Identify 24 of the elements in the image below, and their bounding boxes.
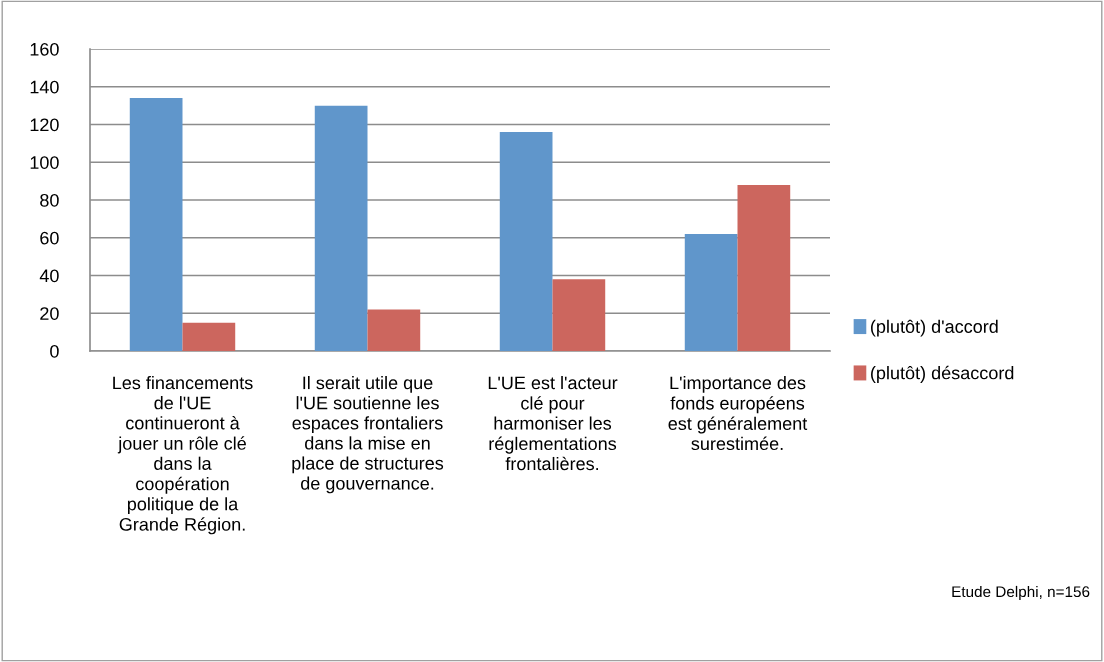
y-tick-label: 160 [30,42,59,56]
x-tick-label: Il serait utile que l'UE soutienne les espaces frontaliers dans la mise en place de structures de gouvernance. [292,376,444,494]
y-tick-label: 140 [30,80,59,94]
y-tick-label: 120 [30,118,59,132]
bar [367,309,421,351]
y-tick-label: 20 [40,307,59,320]
y-tick-label: 40 [39,269,59,283]
bar [314,105,368,351]
bar [552,279,606,351]
legend-label: (plutôt) désaccord [871,365,1014,383]
y-tick-label: 0 [50,344,59,358]
y-tick-label: 60 [40,231,59,245]
bar [737,184,791,351]
x-tick-label: Les financements de l'UE continueront à jouer un rôle clé dans la coopération politique de la Grande Région. [113,376,253,535]
bar [129,98,183,351]
x-tick-label: L'importance des fonds européens est généralement surestimée. [668,376,808,451]
legend-label: (plutôt) d'accord [871,319,998,337]
y-tick-label: 100 [30,156,59,169]
bar [499,132,553,351]
y-tick-label: 80 [40,193,59,207]
x-tick-label: L'UE est l'acteur clé pour harmoniser les réglementations frontalières. [488,376,618,471]
text: Etude Delphi, n=156 [952,585,1090,601]
bar [182,322,236,351]
bar [684,233,738,351]
